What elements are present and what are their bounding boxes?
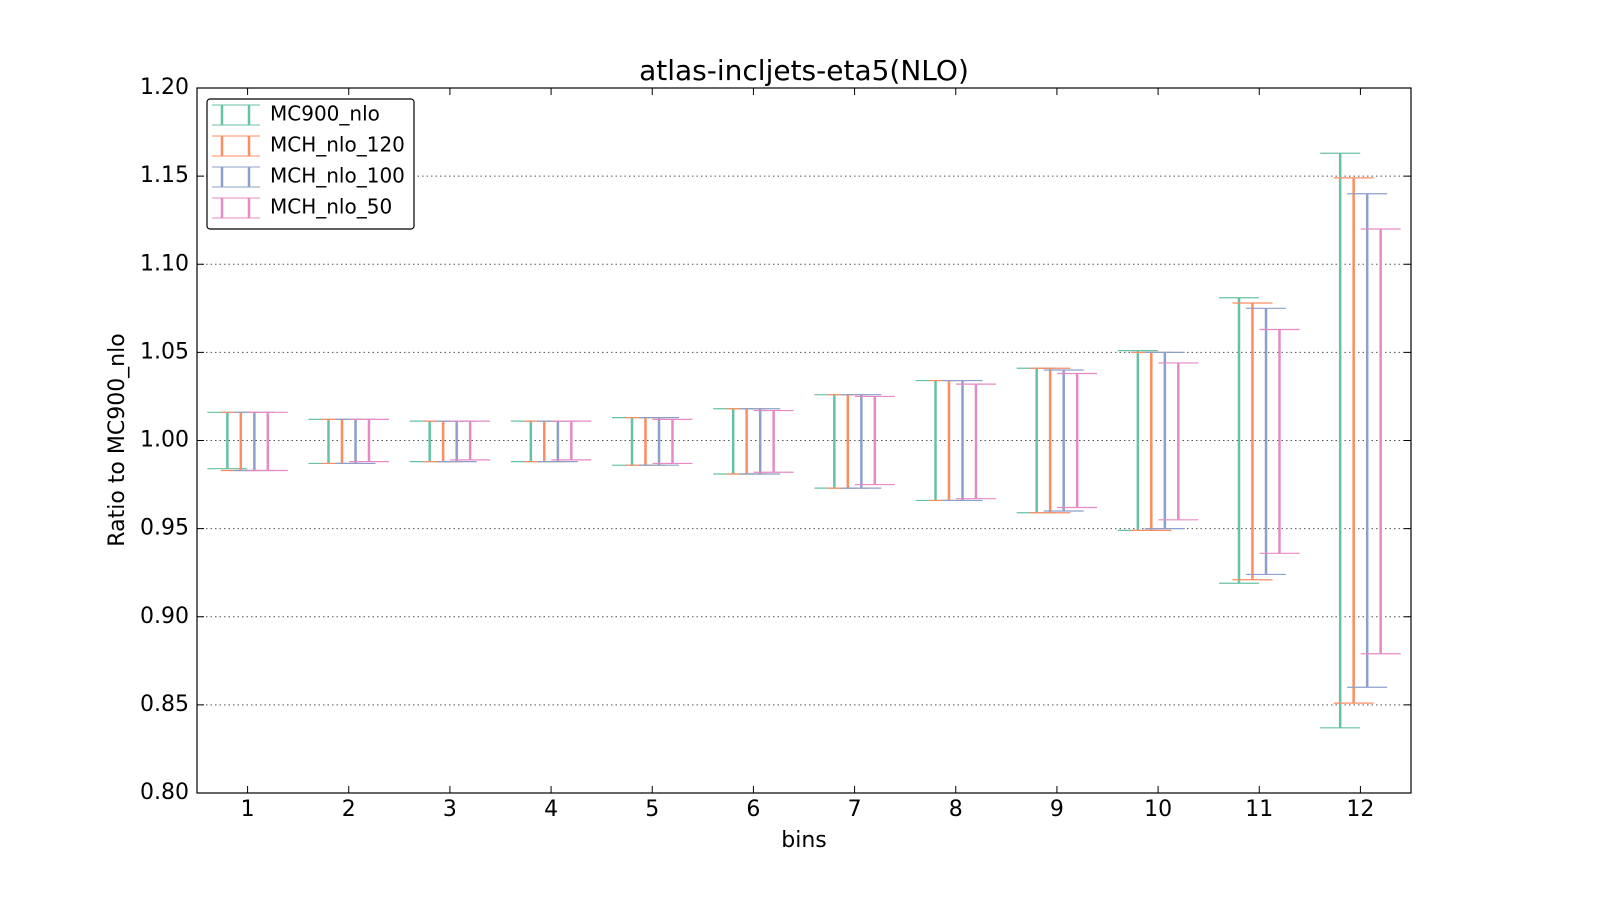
chart-title: atlas-incljets-eta5(NLO): [639, 54, 969, 87]
legend-label: MCH_nlo_50: [270, 195, 392, 219]
error-bar: [1246, 307, 1287, 576]
legend: MC900_nlo MCH_nlo_120 MCH_nlo_100 MCH_nlo_5…: [206, 98, 415, 230]
x-tick-label: 5: [645, 797, 659, 822]
error-bar: [854, 395, 895, 486]
error-bar: [1158, 362, 1199, 521]
y-axis-label: Ratio to MC900_nlo: [105, 333, 130, 546]
x-tick-label: 2: [342, 797, 356, 822]
error-bar: [1057, 372, 1098, 509]
y-tick-label: 1.10: [140, 251, 189, 276]
legend-label: MCH_nlo_120: [270, 133, 405, 157]
x-tick-label: 10: [1144, 797, 1172, 822]
legend-label: MC900_nlo: [270, 102, 380, 126]
y-tick-label: 1.05: [140, 339, 189, 364]
x-tick-label: 3: [443, 797, 457, 822]
error-bar: [740, 408, 781, 475]
error-bar: [639, 416, 680, 466]
error-bar: [1144, 351, 1185, 530]
error-bar: [1320, 152, 1361, 729]
error-bar: [1030, 367, 1071, 514]
error-bar: [1333, 177, 1374, 704]
error-bar: [841, 394, 882, 489]
legend-label: MCH_nlo_100: [270, 164, 405, 188]
x-tick-label: 11: [1245, 797, 1273, 822]
error-bar: [348, 418, 389, 463]
plot-frame: [196, 87, 1412, 794]
y-tick-label: 1.15: [140, 163, 189, 188]
error-bar: [1259, 328, 1300, 554]
x-axis-label: bins: [781, 828, 826, 853]
x-tick-label: 1: [241, 797, 255, 822]
error-bar: [1347, 193, 1388, 688]
error-bar: [652, 418, 693, 465]
error-bar: [753, 409, 794, 473]
x-tick-label: 7: [848, 797, 862, 822]
legend-box: [206, 98, 415, 230]
y-tick-label: 0.80: [140, 780, 189, 805]
y-tick-label: 1.00: [140, 428, 189, 453]
error-bar: [1219, 297, 1260, 584]
error-bar: [955, 383, 996, 500]
y-tick-label: 0.95: [140, 516, 189, 541]
error-bar: [450, 420, 491, 461]
x-tick-label: 8: [949, 797, 963, 822]
y-tick-label: 0.85: [140, 692, 189, 717]
error-bar: [942, 379, 983, 502]
x-tick-label: 6: [746, 797, 760, 822]
error-bar: [1043, 369, 1084, 512]
error-bar: [1360, 228, 1401, 655]
x-tick-label: 12: [1346, 797, 1374, 822]
y-tick-label: 0.90: [140, 604, 189, 629]
error-bar: [1232, 302, 1273, 581]
error-bar: [551, 420, 592, 461]
x-tick-label: 4: [544, 797, 558, 822]
y-tick-label: 1.20: [140, 75, 189, 100]
error-bar: [247, 411, 288, 472]
x-tick-label: 9: [1050, 797, 1064, 822]
